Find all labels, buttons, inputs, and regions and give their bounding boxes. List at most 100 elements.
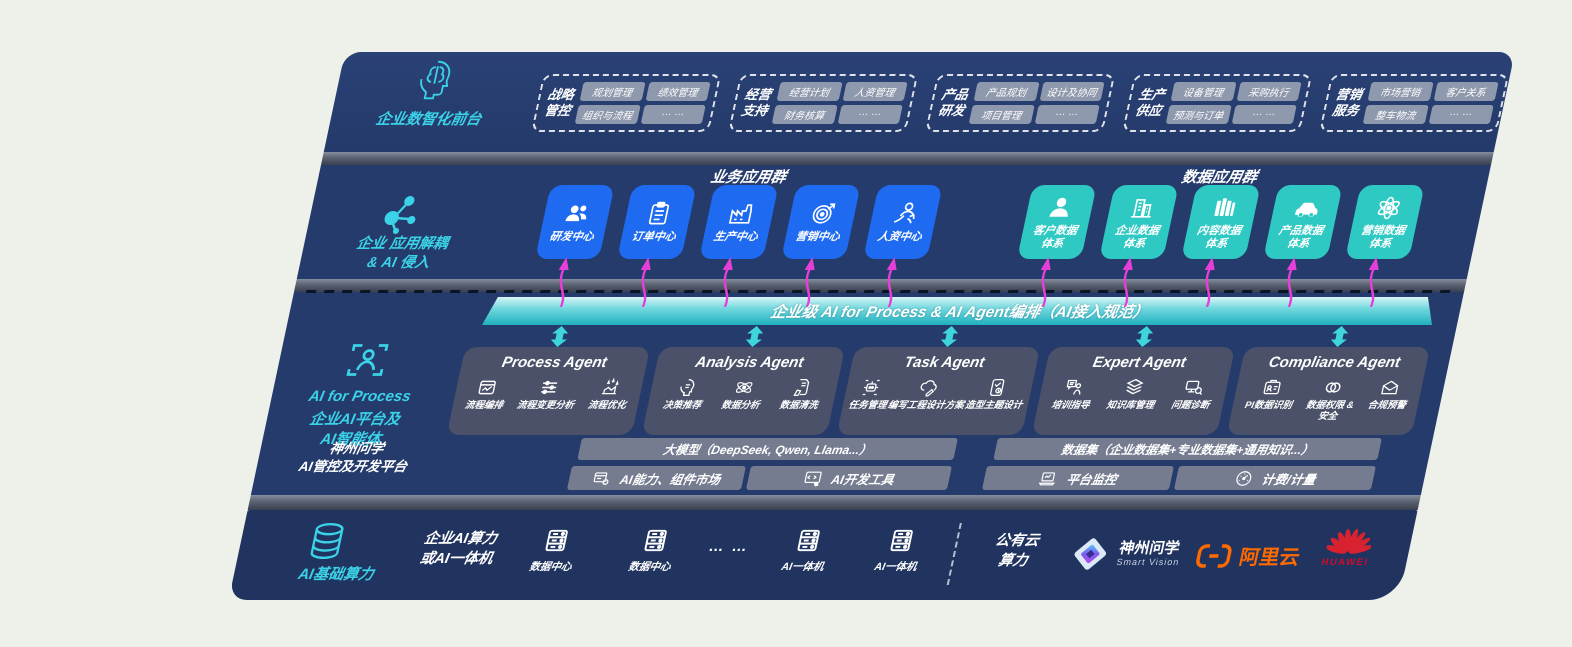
public-cloud-label: 公有云 算力: [993, 533, 1041, 569]
front-group-pill: 产品规划: [973, 82, 1040, 101]
front-group-name: 产品 研发: [936, 87, 970, 118]
magenta-connector-arrow: [1358, 255, 1387, 307]
database-icon: [303, 521, 352, 561]
business-app-box-label: 研发中心: [548, 231, 595, 244]
magenta-connector-arrow: [1276, 255, 1305, 307]
data-app-box-label: 内容数据 体系: [1195, 224, 1243, 250]
front-group-2: 产品 研发 产品规划 设计及协同 项目管理… …: [924, 74, 1116, 132]
huawei-logo-icon: [1324, 522, 1375, 556]
agent-item-label: 数据清洗: [778, 400, 819, 411]
magenta-connector-arrow: [794, 255, 823, 307]
agent-item-label: 合规预警: [1366, 400, 1407, 411]
infra-node-1: 数据中心: [608, 526, 698, 574]
agent-title: Process Agent: [500, 354, 609, 371]
front-group-name: 经营 支持: [739, 87, 773, 118]
business-app-box-label: 生产中心: [712, 231, 759, 244]
agent-item: 流程优化: [586, 377, 631, 412]
model-bar: 大模型（DeepSeek, Qwen, Llama...）: [577, 438, 958, 460]
agent-title: Expert Agent: [1091, 354, 1188, 371]
agent-items: 培训指导 知识库管理 问题诊断: [1036, 371, 1230, 412]
data-app-box-2: 内容数据 体系: [1181, 185, 1261, 259]
front-group-pill: 项目管理: [968, 105, 1035, 124]
platform-cell-label: 平台监控: [1065, 472, 1119, 487]
shenzhou-sub: Smart Vision: [1115, 557, 1181, 568]
agent-process: Process Agent 流程编排 流程变更分析 流程优化: [446, 347, 651, 435]
platform-cell-monitor: 平台监控: [981, 466, 1175, 490]
front-group-name: 生产 供应: [1133, 87, 1167, 118]
infra-node-2: … …: [687, 538, 771, 555]
agent-compliance: Compliance Agent PI数据识别 数据权限 & 安全 合规预警: [1226, 347, 1431, 435]
agent-item: 问题诊断: [1170, 377, 1215, 412]
front-group-name: 营销 服务: [1330, 87, 1364, 118]
magenta-connector-arrow: [630, 255, 659, 307]
tablet-icon: [985, 377, 1010, 398]
server-icon: [791, 526, 826, 555]
front-group-name: 战略 管控: [542, 87, 576, 118]
magenta-connector-arrow: [1194, 255, 1223, 307]
shelf-edge-3: [247, 495, 1421, 510]
front-group-pill: … …: [1231, 105, 1297, 124]
front-groups: 战略 管控 规划管理 绩效管理 组织与流程… … 经营 支持 经营计划 人资管理 财务核算… …: [530, 74, 1510, 132]
agent-item: 造型主题设计: [964, 377, 1028, 412]
person-scan-icon: [343, 340, 392, 380]
data-app-box-label: 营销数据 体系: [1359, 224, 1407, 250]
platform-cell-billing: 计费/计量: [1173, 466, 1377, 490]
data-app-box-4: 营销数据 体系: [1345, 185, 1425, 259]
front-group-pill: 设备管理: [1170, 82, 1237, 101]
agent-item-label: 编写工程设计方案: [886, 400, 966, 411]
front-group-4: 营销 服务 市场营销 客户关系 整车物流… …: [1318, 74, 1510, 132]
apps-layer-label: 企业 应用解耦 & AI 侵入: [354, 236, 450, 271]
agents-row: Process Agent 流程编排 流程变更分析 流程优化 Analysis Agen…: [446, 347, 1431, 435]
clean-icon: [790, 377, 815, 398]
agent-item: 编写工程设计方案: [886, 377, 969, 412]
agent-item-label: 决策推荐: [661, 400, 703, 411]
front-group-pill: 市场营销: [1367, 82, 1434, 101]
business-group-title: 业务应用群: [709, 169, 788, 186]
gauge-icon: [1232, 469, 1255, 488]
market-icon: [590, 469, 613, 488]
infra-node-4: AI一体机: [854, 526, 944, 574]
rings-icon: [1321, 377, 1346, 398]
front-group-pill: 整车物流: [1362, 105, 1429, 124]
agent-item: 知识库管理: [1105, 377, 1160, 412]
dataset-bar: 数据集（企业数据集+专业数据集+通用知识...）: [993, 438, 1382, 460]
vendor-huawei: HUAWEI: [1320, 522, 1377, 568]
aliyun-logo-icon: [1193, 543, 1235, 569]
cloudpen-icon: [917, 377, 942, 398]
optimize-icon: [598, 377, 623, 398]
agent-title: Analysis Agent: [693, 354, 806, 371]
agent-expert: Expert Agent 培训指导 知识库管理 问题诊断: [1031, 347, 1236, 435]
monitor-icon: [1037, 469, 1060, 488]
persongrow-icon: [888, 200, 921, 227]
shenzhou-name: 神州问学: [1117, 539, 1182, 557]
agent-item-label: 任务管理: [847, 400, 888, 411]
platform-cell-label: AI能力、组件市场: [618, 472, 722, 487]
cyan-double-arrow: [938, 326, 960, 347]
platform-label: 神州问学 AI管控及开发平台: [297, 441, 409, 475]
front-group-pill: … …: [837, 105, 903, 124]
business-app-box-label: 订单中心: [630, 231, 677, 244]
cyan-double-arrow: [1133, 326, 1155, 347]
front-group-0: 战略 管控 规划管理 绩效管理 组织与流程… …: [530, 74, 722, 132]
front-group-pills: 设备管理 采购执行 预测与订单… …: [1165, 82, 1302, 124]
infra-node-label: 数据中心: [627, 561, 672, 573]
target-icon: [806, 200, 839, 227]
platform-cell-label: 计费/计量: [1260, 472, 1317, 487]
magenta-connector-arrow: [1112, 255, 1141, 307]
train-icon: [1062, 377, 1087, 398]
front-group-pill: 组织与流程: [574, 105, 641, 124]
cyan-double-arrow: [1328, 326, 1350, 347]
cyan-double-arrow: [743, 326, 765, 347]
agent-items: PI数据识别 数据权限 & 安全 合规预警: [1229, 371, 1425, 423]
front-group-3: 生产 供应 设备管理 采购执行 预测与订单… …: [1121, 74, 1313, 132]
business-app-row: 研发中心 订单中心 生产中心 营销中心 人资中心: [535, 185, 943, 259]
agent-item: 任务管理: [847, 377, 892, 412]
agent-item-label: PI数据识别: [1243, 400, 1294, 411]
magenta-connector-arrow: [1030, 255, 1059, 307]
sliders-icon: [536, 377, 561, 398]
factory-icon: [724, 200, 757, 227]
business-app-box-4: 人资中心: [863, 185, 943, 259]
shelf-edge-1: [320, 152, 1494, 165]
robot-icon: [859, 377, 884, 398]
